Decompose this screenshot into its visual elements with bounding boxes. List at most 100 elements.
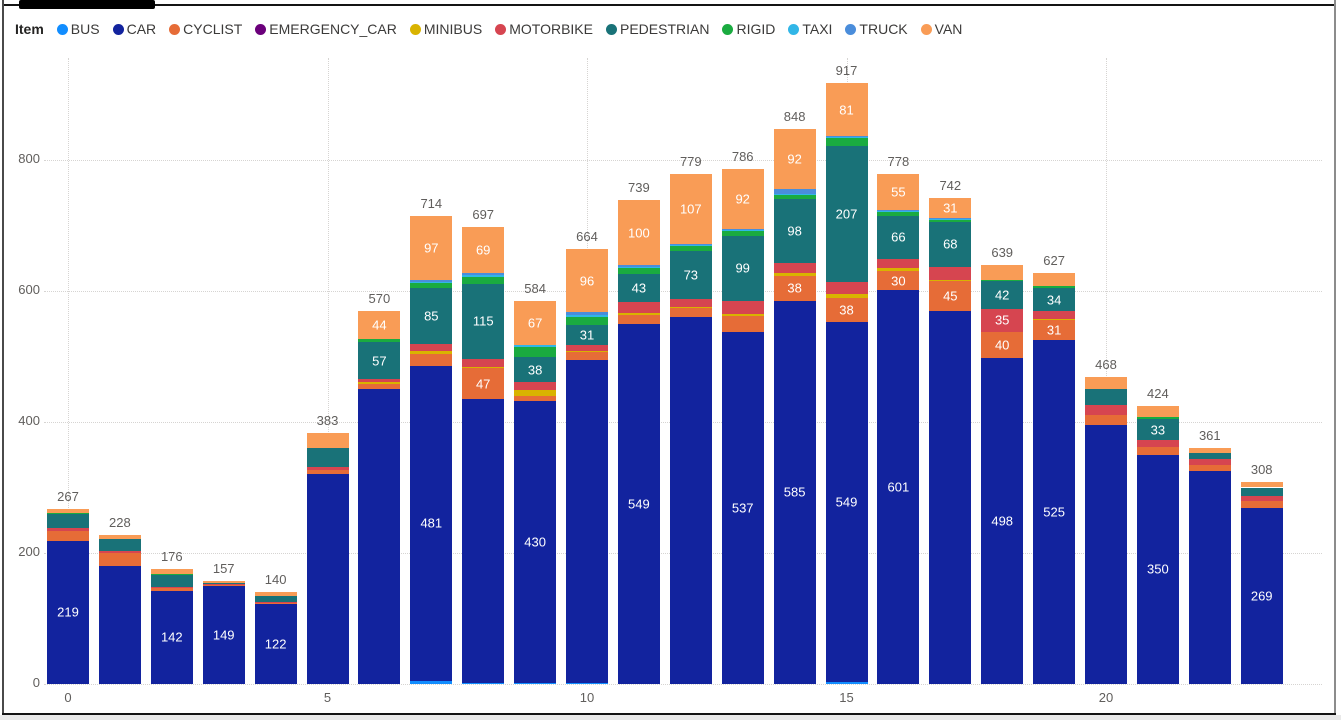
bar-14-segment-minibus[interactable]	[773, 272, 816, 276]
bar-8-segment-truck[interactable]	[462, 272, 505, 276]
legend-item-motorbike[interactable]: MOTORBIKE	[495, 21, 593, 37]
bar-13-segment-motorbike[interactable]	[721, 300, 764, 314]
bar-15-segment-minibus[interactable]	[825, 294, 868, 298]
bar-15-segment-motorbike[interactable]	[825, 281, 868, 295]
bar-1-segment-cyclist[interactable]	[98, 553, 141, 567]
bar-16-segment-car[interactable]	[877, 290, 920, 684]
bar-6-segment-cyclist[interactable]	[358, 384, 401, 390]
bar-9-segment-van[interactable]	[514, 301, 557, 346]
bar-9-segment-bus[interactable]	[514, 682, 557, 684]
bar-21-segment-pedestrian[interactable]	[1136, 418, 1179, 441]
bar-20-segment-car[interactable]	[1085, 425, 1127, 684]
bar-4-segment-pedestrian[interactable]	[254, 596, 297, 603]
bar-2-segment-rigid[interactable]	[150, 573, 193, 576]
bar-19-segment-cyclist[interactable]	[1033, 319, 1076, 341]
bar-23-segment-motorbike[interactable]	[1240, 496, 1283, 502]
bar-17-segment-car[interactable]	[929, 310, 972, 684]
bar-16-segment-van[interactable]	[877, 174, 920, 211]
bar-4-segment-motorbike[interactable]	[254, 602, 297, 604]
bar-19-segment-pedestrian[interactable]	[1033, 288, 1076, 311]
bar-19-segment-motorbike[interactable]	[1033, 310, 1076, 319]
bar-17-segment-motorbike[interactable]	[929, 266, 972, 280]
bar-23-segment-car[interactable]	[1240, 507, 1283, 684]
bar-21-segment-car[interactable]	[1136, 454, 1179, 684]
bar-18-segment-rigid[interactable]	[981, 279, 1024, 282]
bar-6-segment-car[interactable]	[358, 389, 401, 684]
legend-item-emergency_car[interactable]: EMERGENCY_CAR	[255, 21, 397, 37]
bar-1-segment-car[interactable]	[98, 566, 141, 684]
legend-item-pedestrian[interactable]: PEDESTRIAN	[605, 21, 709, 37]
bar-0-segment-car[interactable]	[47, 540, 89, 684]
bar-4-segment-car[interactable]	[254, 604, 297, 684]
bar-15-segment-pedestrian[interactable]	[825, 146, 868, 282]
bar-7-segment-taxi[interactable]	[410, 281, 453, 284]
bar-1-segment-van[interactable]	[98, 534, 141, 539]
bar-8-segment-motorbike[interactable]	[462, 359, 505, 367]
bar-7-segment-pedestrian[interactable]	[410, 288, 453, 345]
bar-6-segment-minibus[interactable]	[358, 382, 401, 384]
bar-13-segment-cyclist[interactable]	[721, 315, 764, 333]
bar-23-segment-van[interactable]	[1240, 482, 1283, 488]
bar-10-segment-cyclist[interactable]	[566, 351, 608, 360]
bar-12-segment-van[interactable]	[669, 173, 712, 244]
bar-15-segment-rigid[interactable]	[825, 137, 868, 147]
bar-8-segment-minibus[interactable]	[462, 366, 505, 369]
bar-18-segment-car[interactable]	[981, 357, 1024, 684]
legend-item-bus[interactable]: BUS	[56, 21, 100, 37]
bar-7-segment-motorbike[interactable]	[410, 344, 453, 351]
bar-5-segment-motorbike[interactable]	[306, 467, 349, 471]
bar-14-segment-van[interactable]	[773, 128, 816, 189]
bar-3-segment-motorbike[interactable]	[202, 584, 245, 586]
bar-3-segment-cyclist[interactable]	[202, 585, 245, 587]
bar-16-segment-taxi[interactable]	[877, 211, 920, 212]
bar-15-segment-truck[interactable]	[825, 136, 868, 138]
bar-23-segment-pedestrian[interactable]	[1240, 487, 1283, 496]
bar-21-segment-cyclist[interactable]	[1136, 446, 1179, 455]
bar-12-segment-minibus[interactable]	[669, 306, 712, 309]
bar-18-segment-motorbike[interactable]	[981, 308, 1024, 332]
bar-23-segment-cyclist[interactable]	[1240, 501, 1283, 508]
legend-item-minibus[interactable]: MINIBUS	[409, 21, 482, 37]
bar-12-segment-truck[interactable]	[669, 243, 712, 246]
bar-17-segment-rigid[interactable]	[929, 219, 972, 223]
bar-7-segment-truck[interactable]	[410, 279, 453, 282]
bar-5-segment-van[interactable]	[306, 433, 349, 449]
bar-15-segment-bus[interactable]	[825, 682, 868, 684]
bar-19-segment-van[interactable]	[1033, 273, 1076, 287]
bar-22-segment-cyclist[interactable]	[1188, 465, 1231, 472]
bar-10-segment-taxi[interactable]	[566, 315, 608, 318]
bar-12-segment-taxi[interactable]	[669, 245, 712, 246]
bar-22-segment-car[interactable]	[1188, 471, 1231, 684]
bar-12-segment-rigid[interactable]	[669, 245, 712, 252]
bar-11-segment-minibus[interactable]	[617, 313, 660, 315]
bar-8-segment-car[interactable]	[462, 399, 505, 683]
bar-7-segment-rigid[interactable]	[410, 283, 453, 289]
bar-10-segment-car[interactable]	[566, 359, 608, 683]
bar-11-segment-cyclist[interactable]	[617, 314, 660, 325]
bar-10-segment-pedestrian[interactable]	[566, 325, 608, 346]
bar-14-segment-rigid[interactable]	[773, 195, 816, 199]
legend-item-rigid[interactable]: RIGID	[722, 21, 775, 37]
bar-21-segment-van[interactable]	[1136, 406, 1179, 418]
bar-4-segment-cyclist[interactable]	[254, 603, 297, 605]
bar-8-segment-rigid[interactable]	[462, 277, 505, 284]
bar-2-segment-pedestrian[interactable]	[150, 575, 193, 588]
legend-item-car[interactable]: CAR	[112, 21, 156, 37]
bar-11-segment-car[interactable]	[617, 324, 660, 684]
bar-19-segment-car[interactable]	[1033, 340, 1076, 684]
bar-8-segment-taxi[interactable]	[462, 275, 505, 278]
bar-3-segment-pedestrian[interactable]	[202, 583, 245, 585]
bar-9-segment-rigid[interactable]	[514, 347, 557, 358]
bar-15-segment-taxi[interactable]	[825, 137, 868, 138]
bar-1-segment-pedestrian[interactable]	[98, 538, 141, 552]
bar-22-segment-van[interactable]	[1188, 447, 1231, 454]
bar-11-segment-truck[interactable]	[617, 265, 660, 267]
bar-1-segment-motorbike[interactable]	[98, 551, 141, 553]
bar-9-segment-minibus[interactable]	[514, 389, 557, 396]
bar-12-segment-car[interactable]	[669, 317, 712, 684]
legend-item-truck[interactable]: TRUCK	[845, 21, 908, 37]
bar-13-segment-minibus[interactable]	[721, 313, 764, 316]
bar-10-segment-motorbike[interactable]	[566, 345, 608, 351]
bar-7-segment-cyclist[interactable]	[410, 353, 453, 366]
bar-5-segment-pedestrian[interactable]	[306, 448, 349, 468]
